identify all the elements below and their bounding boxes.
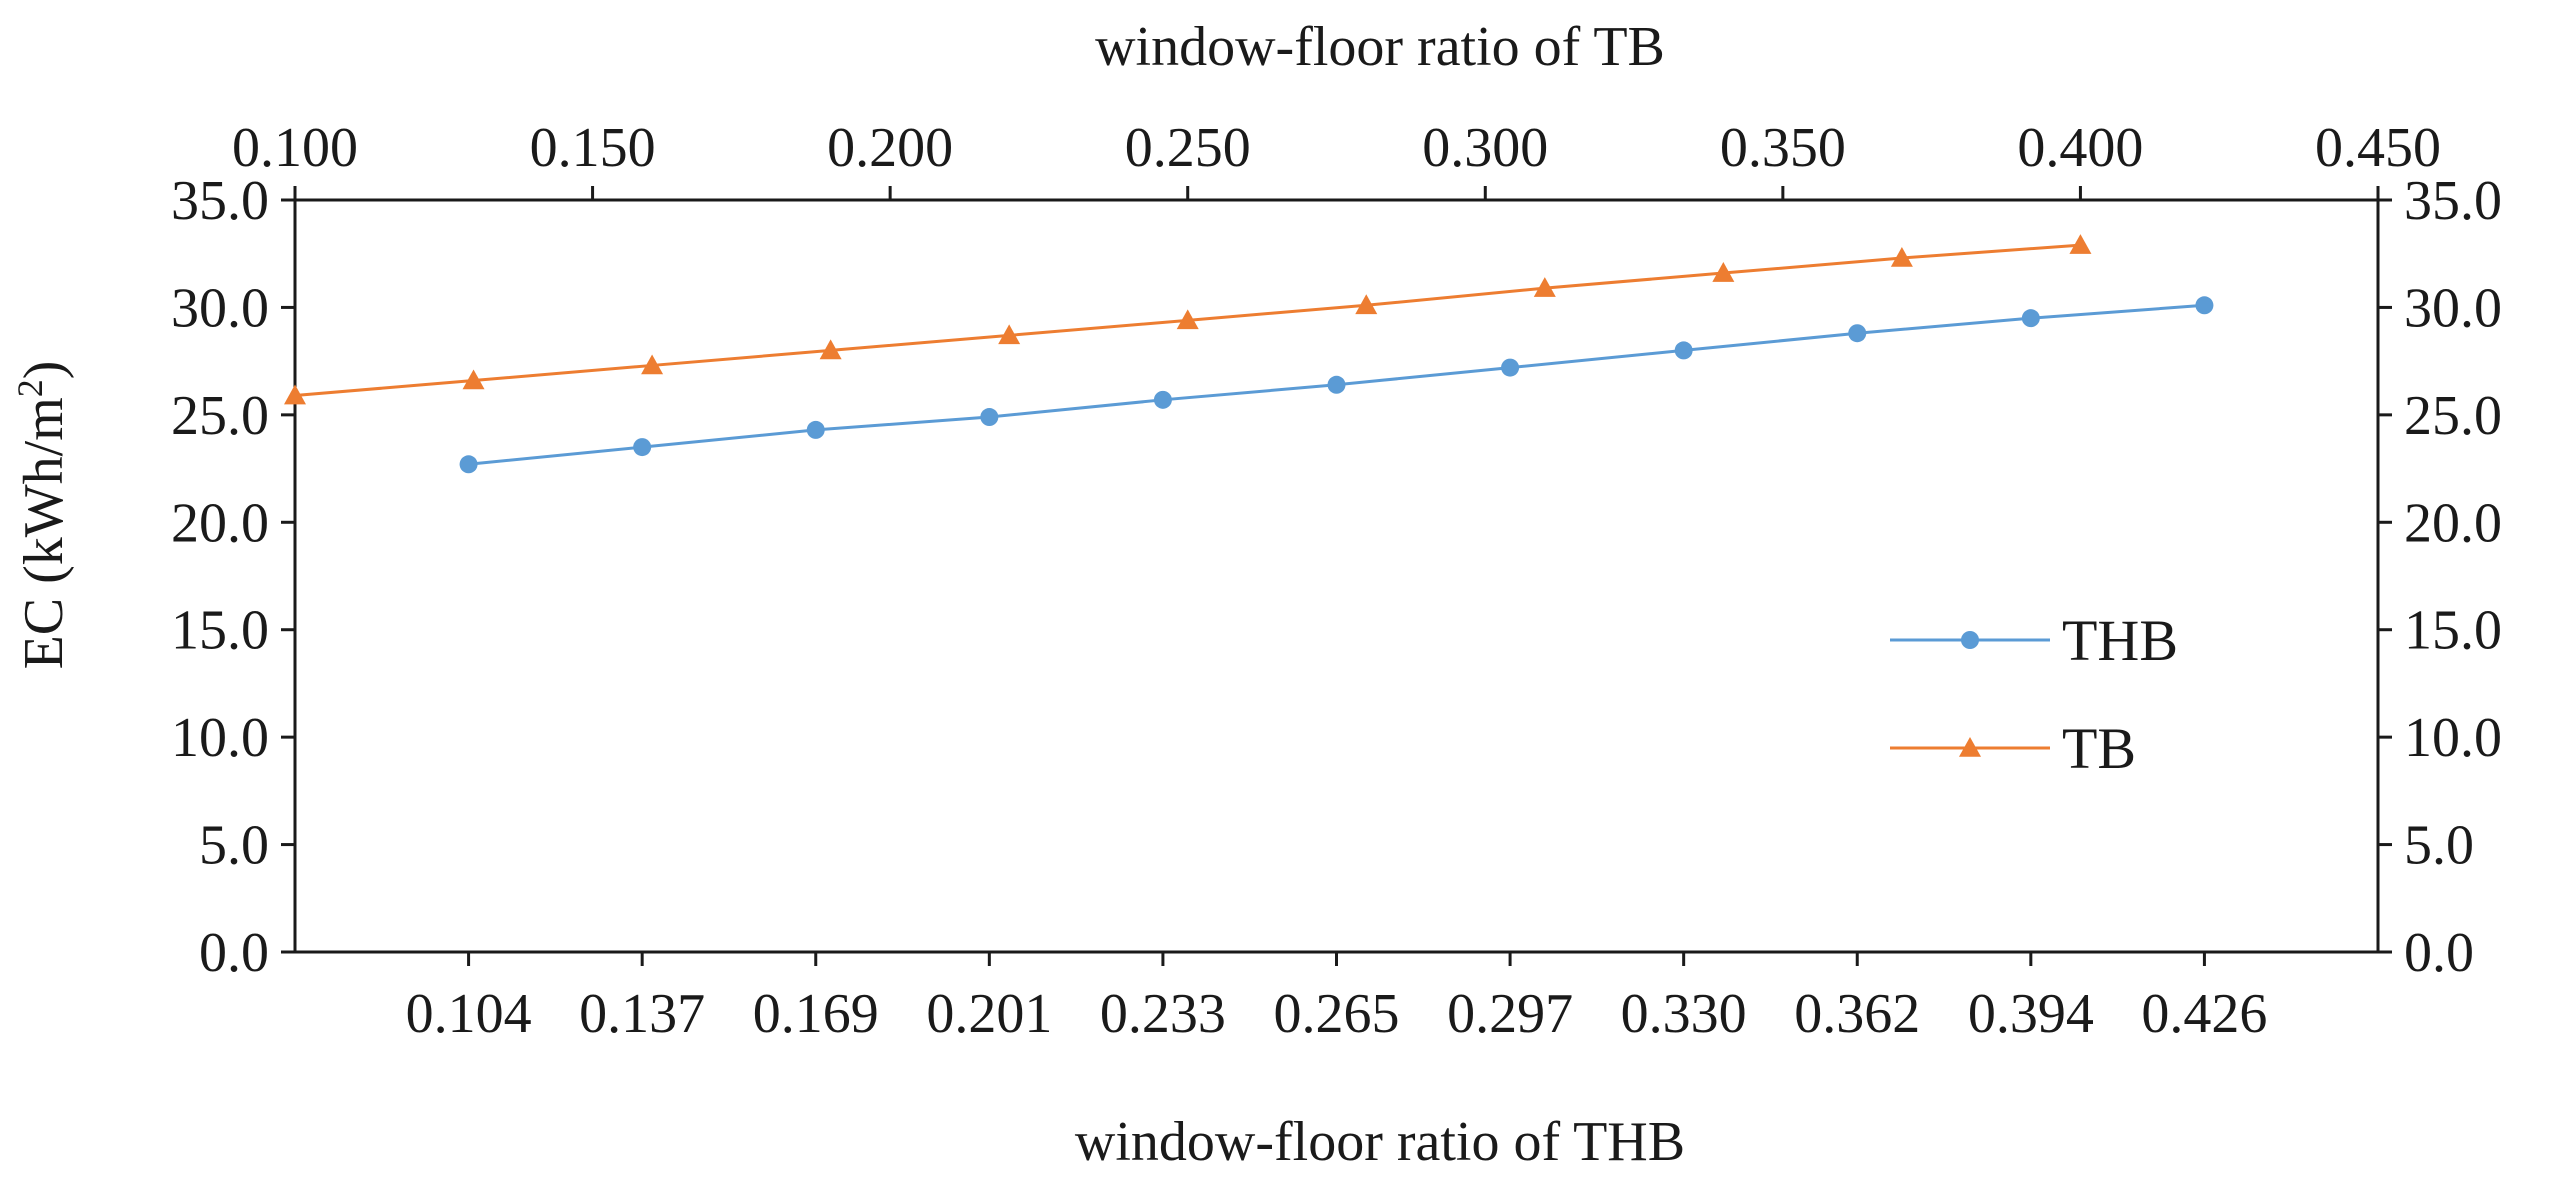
top-axis-tick-label: 0.300	[1422, 117, 1548, 179]
bottom-axis-tick-label: 0.297	[1447, 983, 1573, 1045]
top-axis-tick-label: 0.200	[827, 117, 953, 179]
right-axis-tick-label: 35.0	[2404, 170, 2502, 232]
top-axis-tick-label: 0.250	[1125, 117, 1251, 179]
series-point-tb	[1176, 309, 1199, 330]
bottom-axis-title: window-floor ratio of THB	[1075, 1111, 1685, 1173]
bottom-axis-tick-label: 0.265	[1274, 983, 1400, 1045]
series-point-tb	[998, 324, 1021, 345]
right-axis-tick-label: 30.0	[2404, 277, 2502, 339]
series-point-tb	[641, 354, 664, 375]
series-point-thb	[1327, 375, 1346, 394]
series-point-thb	[633, 438, 652, 457]
legend-label-tb: TB	[2062, 716, 2136, 781]
bottom-axis-tick-label: 0.330	[1621, 983, 1747, 1045]
top-axis-tick-label: 0.100	[232, 117, 358, 179]
series-point-thb	[2021, 309, 2040, 328]
right-axis-tick-label: 10.0	[2404, 707, 2502, 769]
left-axis-tick-label: 25.0	[171, 385, 269, 447]
top-axis-title: window-floor ratio of TB	[1095, 16, 1665, 78]
series-point-tb	[284, 384, 306, 405]
left-axis-tick-label: 5.0	[199, 815, 269, 877]
left-axis-tick-label: 35.0	[171, 170, 269, 232]
right-axis-tick-label: 20.0	[2404, 492, 2502, 554]
bottom-axis-tick-label: 0.104	[406, 983, 532, 1045]
series-point-tb	[2069, 234, 2092, 254]
series-point-thb	[2195, 296, 2214, 315]
right-axis-tick-label: 5.0	[2404, 815, 2474, 877]
series-point-tb	[1890, 247, 1913, 267]
series-point-tb	[1533, 277, 1556, 297]
right-axis-tick-label: 0.0	[2404, 922, 2474, 984]
series-point-tb	[1712, 262, 1735, 282]
series-point-thb	[459, 455, 478, 474]
top-axis-tick-label: 0.350	[1720, 117, 1846, 179]
bottom-axis-tick-label: 0.169	[753, 983, 879, 1045]
left-axis-title-sup: 2	[10, 379, 50, 397]
right-axis-tick-label: 15.0	[2404, 600, 2502, 662]
bottom-axis-tick-label: 0.201	[926, 983, 1052, 1045]
left-axis-tick-label: 20.0	[171, 492, 269, 554]
legend-marker-thb	[1961, 631, 1979, 649]
left-axis-tick-label: 30.0	[171, 277, 269, 339]
series-point-thb	[806, 420, 825, 439]
left-axis-title-main: EC (kWh/m	[13, 397, 75, 669]
bottom-axis-tick-label: 0.137	[579, 983, 705, 1045]
series-point-thb	[1153, 390, 1172, 409]
top-axis-tick-label: 0.450	[2315, 117, 2441, 179]
left-axis-tick-label: 10.0	[171, 707, 269, 769]
bottom-axis-tick-label: 0.394	[1968, 983, 2094, 1045]
left-axis-title-end: )	[13, 361, 75, 380]
series-point-thb	[1501, 358, 1520, 377]
right-axis-tick-label: 25.0	[2404, 385, 2502, 447]
bottom-axis-tick-label: 0.362	[1794, 983, 1920, 1045]
series-point-thb	[1848, 324, 1867, 343]
left-axis-tick-label: 0.0	[199, 922, 269, 984]
series-point-tb	[1355, 294, 1378, 315]
left-axis-tick-label: 15.0	[171, 600, 269, 662]
series-point-tb	[819, 339, 842, 360]
top-axis-tick-label: 0.150	[530, 117, 656, 179]
series-point-thb	[980, 408, 999, 427]
left-axis-title: EC (kWh/m2)	[10, 361, 75, 670]
plot-area-border	[293, 198, 2380, 954]
top-axis-tick-label: 0.400	[2017, 117, 2143, 179]
legend-label-thb: THB	[2062, 608, 2178, 673]
bottom-axis-tick-label: 0.426	[2141, 983, 2267, 1045]
legend-marker-tb	[1959, 737, 1981, 757]
series-point-tb	[462, 369, 485, 390]
bottom-axis-tick-label: 0.233	[1100, 983, 1226, 1045]
series-point-thb	[1674, 341, 1693, 360]
